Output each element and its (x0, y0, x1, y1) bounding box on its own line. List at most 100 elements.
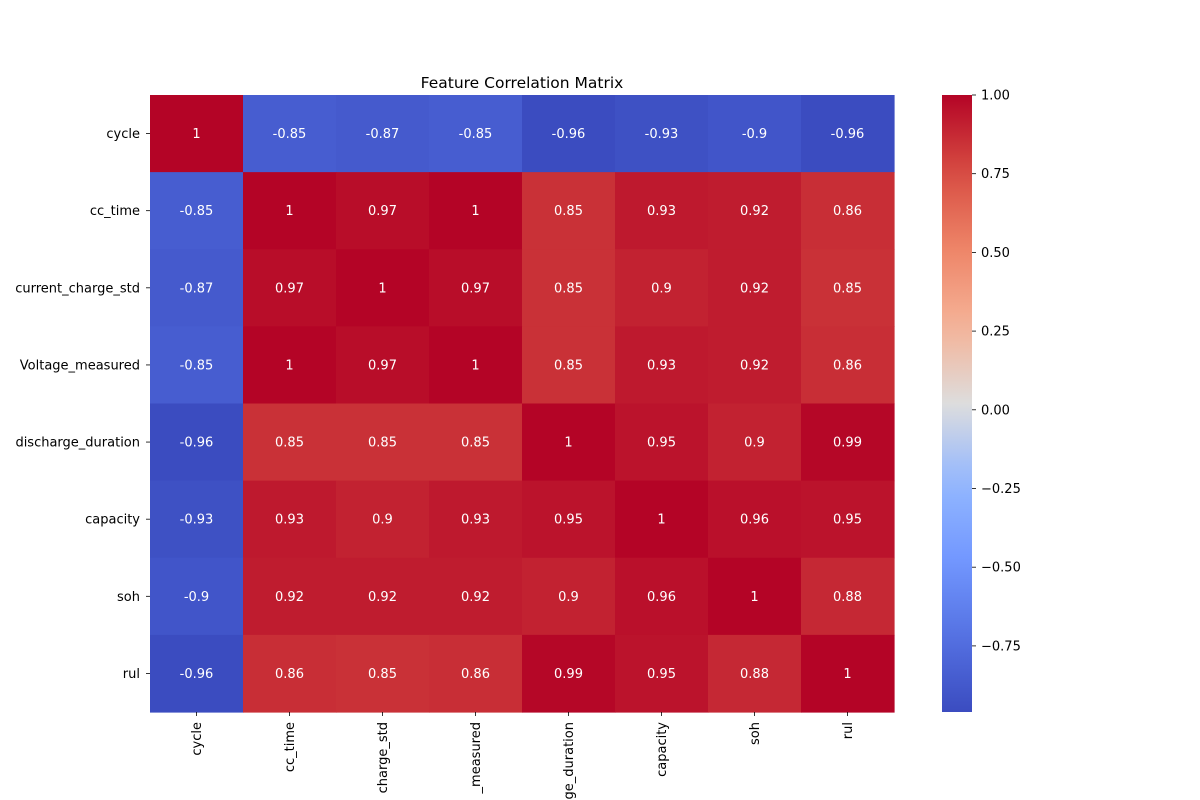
cell-annotation: 0.85 (368, 667, 397, 682)
heatmap-cell (801, 172, 895, 250)
cell-annotation: 1 (192, 127, 200, 142)
heatmap-cell (615, 403, 709, 482)
cell-annotation: 0.92 (275, 590, 304, 605)
cell-annotation: 0.85 (275, 436, 304, 451)
heatmap-cell (522, 634, 616, 713)
heatmap-cell (150, 326, 244, 405)
heatmap-cell (615, 326, 709, 405)
cell-annotation: 0.99 (554, 667, 583, 682)
column-tick-labels: cycle cc_time charge_std _measured ge_durati… (190, 712, 856, 799)
heatmap-cell (336, 172, 430, 250)
cell-annotation: -0.87 (180, 281, 214, 296)
heatmap-cell (801, 326, 895, 405)
heatmap-cell (801, 95, 895, 173)
heatmap-cell (336, 326, 430, 405)
row-tick-label: current_charge_std (15, 281, 140, 296)
heatmap-cell (522, 249, 616, 327)
cell-annotation: 1 (750, 590, 758, 605)
column-tick-label: cc_time (283, 722, 298, 772)
heatmap-cell (243, 557, 337, 636)
heatmap-cell (801, 249, 895, 327)
row-tick-label: soh (117, 590, 140, 605)
heatmap-cell (150, 172, 244, 250)
cell-annotations: 1 -0.85 -0.87 -0.85 -0.96 -0.93 -0.9 -0.96 -0.85… (180, 127, 865, 682)
heatmap-cell (522, 95, 616, 173)
colorbar-tick-label: 0.00 (981, 403, 1010, 418)
cell-annotation: 0.93 (461, 513, 490, 528)
row-tick-label: cycle (106, 127, 140, 142)
heatmap-cell (615, 172, 709, 250)
heatmap-cell (429, 172, 523, 250)
column-tick-label: cycle (190, 722, 205, 756)
heatmap-cell (708, 326, 802, 405)
heatmap-cell (150, 557, 244, 636)
heatmap-cell (243, 326, 337, 405)
cell-annotation: 0.97 (368, 204, 397, 219)
colorbar-tick-label: 1.00 (981, 89, 1010, 104)
colorbar: 1.00 0.75 0.50 0.25 0.00 −0.25 −0.50 −0.75 (942, 89, 1021, 712)
heatmap-cell (243, 480, 337, 559)
cell-annotation: 0.85 (554, 281, 583, 296)
column-tick-label: soh (748, 722, 763, 745)
cell-annotation: 0.93 (647, 358, 676, 373)
heatmap-cell (615, 634, 709, 713)
cell-annotation: -0.9 (184, 590, 209, 605)
colorbar-tick-label: −0.50 (981, 561, 1021, 576)
cell-annotation: 1 (471, 204, 479, 219)
colorbar-tick-label: 0.25 (981, 325, 1010, 340)
heatmap-cell (615, 249, 709, 327)
heatmap-cell (708, 480, 802, 559)
heatmap-cell (801, 480, 895, 559)
heatmap-cell (801, 557, 895, 636)
colorbar-tick-label: 0.50 (981, 246, 1010, 261)
cell-annotation: 0.96 (647, 590, 676, 605)
cell-annotation: 1 (285, 358, 293, 373)
heatmap-cell (336, 249, 430, 327)
column-tick-label: ge_duration (562, 722, 577, 799)
heatmap-cell (336, 557, 430, 636)
heatmap-cell (150, 634, 244, 713)
cell-annotation: 0.86 (275, 667, 304, 682)
cell-annotation: 0.95 (833, 513, 862, 528)
heatmap-cell (708, 634, 802, 713)
cell-annotation: -0.85 (180, 358, 214, 373)
cell-annotation: 1 (564, 436, 572, 451)
heatmap-cell (150, 403, 244, 482)
cell-annotation: -0.93 (180, 513, 214, 528)
cell-annotation: 0.92 (368, 590, 397, 605)
heatmap-cell (336, 634, 430, 713)
cell-annotation: 0.97 (461, 281, 490, 296)
heatmap-cell (150, 480, 244, 559)
heatmap-cell (522, 557, 616, 636)
cell-annotation: 0.99 (833, 436, 862, 451)
cell-annotation: -0.85 (273, 127, 307, 142)
column-tick-label: capacity (655, 722, 670, 777)
heatmap-cell (429, 634, 523, 713)
heatmap-cell (243, 634, 337, 713)
colorbar-gradient (942, 95, 972, 712)
cell-annotation: 1 (843, 667, 851, 682)
row-tick-label: capacity (85, 513, 140, 528)
cell-annotation: 0.85 (368, 436, 397, 451)
heatmap-cell (336, 480, 430, 559)
heatmap-cell (429, 403, 523, 482)
cell-annotation: 0.95 (647, 436, 676, 451)
heatmap-cell (429, 480, 523, 559)
heatmap-cell (243, 403, 337, 482)
cell-annotation: -0.96 (831, 127, 865, 142)
heatmap-cell (150, 95, 244, 173)
heatmap-cell (429, 557, 523, 636)
cell-annotation: 0.93 (275, 513, 304, 528)
cell-annotation: -0.93 (645, 127, 679, 142)
cell-annotation: 0.92 (740, 358, 769, 373)
cell-annotation: 0.93 (647, 204, 676, 219)
cell-annotation: 0.88 (833, 590, 862, 605)
cell-annotation: 0.97 (368, 358, 397, 373)
heatmap-cell (522, 326, 616, 405)
colorbar-tick-label: −0.25 (981, 482, 1021, 497)
colorbar-tick-label: 0.75 (981, 167, 1010, 182)
cell-annotation: 0.9 (744, 436, 765, 451)
cell-annotation: -0.9 (742, 127, 767, 142)
cell-annotation: -0.96 (180, 436, 214, 451)
